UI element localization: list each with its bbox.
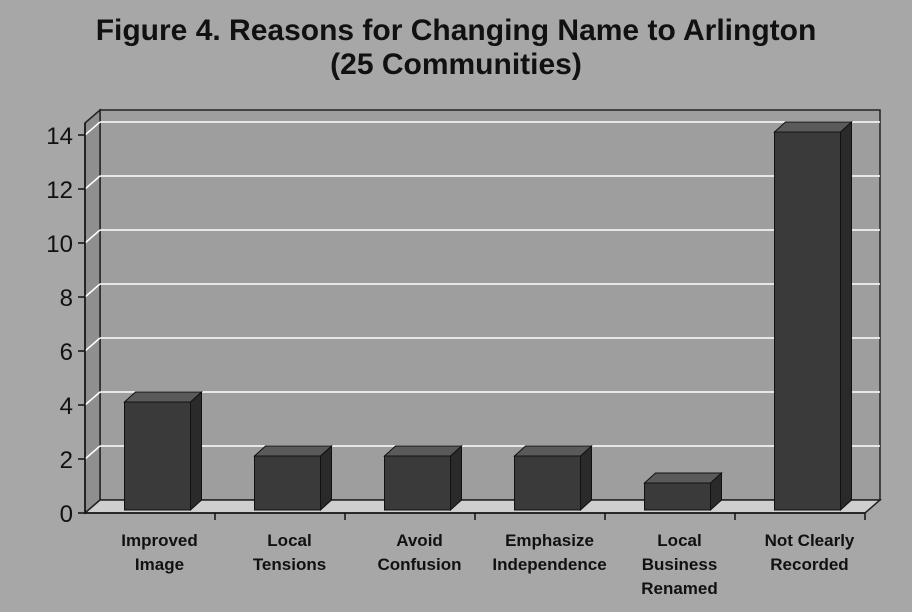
gridline-side <box>84 337 101 352</box>
y-tick-label: 6 <box>60 339 73 366</box>
bar <box>774 131 841 511</box>
x-tick-label: Local <box>657 531 701 550</box>
x-tick-label: Improved <box>121 531 198 550</box>
bar-top <box>253 445 333 457</box>
bar <box>254 455 321 511</box>
chart-title: Figure 4. Reasons for Changing Name to A… <box>95 14 817 47</box>
x-tick-label: Confusion <box>377 555 461 574</box>
y-tick-label: 10 <box>46 231 73 258</box>
x-tick-label: Independence <box>492 555 606 574</box>
x-tick-label: Recorded <box>770 555 848 574</box>
bar-top <box>773 121 853 133</box>
bar-side <box>320 444 332 512</box>
gridline-side <box>84 445 101 460</box>
gridline-side <box>84 283 101 298</box>
bar <box>514 455 581 511</box>
gridline-side <box>84 391 101 406</box>
plot-back-wall <box>99 109 881 501</box>
gridline-side <box>84 229 101 244</box>
bar-top <box>643 472 723 484</box>
x-tick-label: Local <box>267 531 311 550</box>
x-tick-label: Renamed <box>641 579 718 598</box>
x-tick-label: Tensions <box>253 555 326 574</box>
y-tick-label: 0 <box>60 501 73 528</box>
bar-side <box>190 390 202 512</box>
bar-side <box>840 120 852 512</box>
x-tick-label: Emphasize <box>505 531 594 550</box>
gridline-side <box>84 175 101 190</box>
bar-top <box>383 445 463 457</box>
plot-floor <box>82 499 883 514</box>
bar-side <box>580 444 592 512</box>
bar-side <box>450 444 462 512</box>
x-tick-label: Business <box>642 555 718 574</box>
x-tick-label: Not Clearly <box>765 531 855 550</box>
chart-subtitle: (25 Communities) <box>330 48 582 81</box>
bar-top <box>513 445 593 457</box>
bar <box>644 482 711 511</box>
y-tick-label: 2 <box>60 447 73 474</box>
y-tick-label: 12 <box>46 177 73 204</box>
gridline-side <box>84 121 101 136</box>
x-tick-label: Avoid <box>396 531 443 550</box>
chart-title-block: Figure 4. Reasons for Changing Name to A… <box>0 14 912 82</box>
bar <box>124 401 191 511</box>
x-tick-label: Image <box>135 555 184 574</box>
y-tick-label: 14 <box>46 123 73 150</box>
bar <box>384 455 451 511</box>
bar-top <box>123 391 203 403</box>
y-tick-label: 4 <box>60 393 73 420</box>
y-tick-label: 8 <box>60 285 73 312</box>
